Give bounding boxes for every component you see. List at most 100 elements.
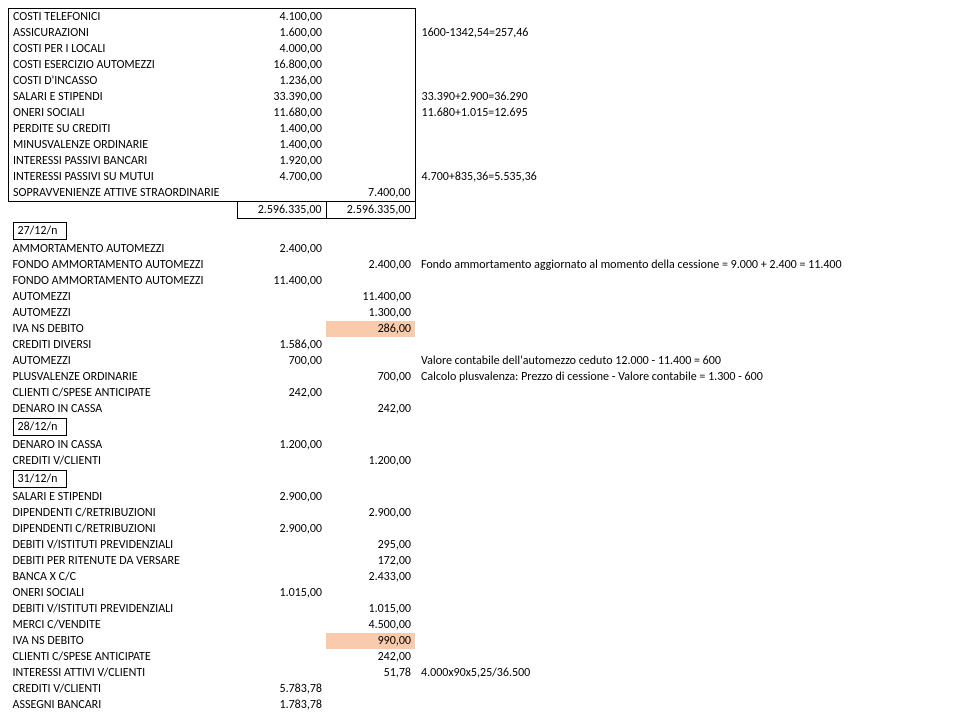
ledger-note (415, 241, 952, 257)
ledger-amount-credit: 51,78 (326, 665, 415, 681)
ledger-label: BANCA X C/C (9, 569, 238, 585)
ledger-note (415, 585, 952, 601)
ledger-amount-credit: 1.015,00 (326, 601, 415, 617)
ledger-note (415, 633, 952, 649)
totals-credit: 2.596.335,00 (326, 202, 415, 219)
ledger-note (415, 73, 952, 89)
ledger-note (415, 601, 952, 617)
ledger-label: AMMORTAMENTO AUTOMEZZI (9, 241, 238, 257)
ledger-note (415, 505, 952, 521)
ledger-label: MINUSVALENZE ORDINARIE (9, 137, 238, 153)
ledger-amount-debit (237, 633, 326, 649)
ledger-amount-credit (326, 153, 415, 169)
ledger-amount-credit (326, 121, 415, 137)
ledger-amount-debit (237, 369, 326, 385)
ledger-note: 4.700+835,36=5.535,36 (415, 169, 952, 185)
ledger-label: AUTOMEZZI (9, 289, 238, 305)
ledger-amount-credit (326, 9, 415, 26)
ledger-amount-debit (237, 649, 326, 665)
ledger-amount-debit (237, 257, 326, 273)
ledger-note (415, 153, 952, 169)
ledger-label: DEBITI V/ISTITUTI PREVIDENZIALI (9, 537, 238, 553)
ledger-amount-credit: 2.433,00 (326, 569, 415, 585)
ledger-note (415, 521, 952, 537)
ledger-amount-credit: 7.400,00 (326, 185, 415, 202)
ledger-note (415, 437, 952, 453)
date-cell: 28/12/n (13, 418, 67, 436)
ledger-amount-credit (326, 337, 415, 353)
ledger-label: DIPENDENTI C/RETRIBUZIONI (9, 505, 238, 521)
ledger-amount-credit (326, 169, 415, 185)
ledger-amount-debit (237, 401, 326, 417)
ledger-label: PLUSVALENZE ORDINARIE (9, 369, 238, 385)
ledger-label: ASSICURAZIONI (9, 25, 238, 41)
ledger-label: ONERI SOCIALI (9, 105, 238, 121)
ledger-note (415, 321, 952, 337)
ledger-label: AUTOMEZZI (9, 305, 238, 321)
ledger-note: Calcolo plusvalenza: Prezzo di cessione … (415, 369, 952, 385)
ledger-note (415, 305, 952, 321)
ledger-note (415, 41, 952, 57)
ledger-label: COSTI D'INCASSO (9, 73, 238, 89)
ledger-note (415, 489, 952, 505)
ledger-label: ONERI SOCIALI (9, 585, 238, 601)
ledger-note (415, 9, 952, 26)
ledger-amount-debit (237, 665, 326, 681)
ledger-note (415, 57, 952, 73)
ledger-amount-debit: 11.680,00 (237, 105, 326, 121)
ledger-amount-credit: 4.500,00 (326, 617, 415, 633)
ledger-label: INTERESSI PASSIVI SU MUTUI (9, 169, 238, 185)
ledger-amount-debit: 2.400,00 (237, 241, 326, 257)
date-cell: 31/12/n (13, 470, 67, 488)
ledger-note (415, 289, 952, 305)
ledger-label: INTERESSI PASSIVI BANCARI (9, 153, 238, 169)
ledger-amount-credit: 1.200,00 (326, 453, 415, 469)
ledger-note (415, 681, 952, 697)
ledger-amount-credit (326, 73, 415, 89)
ledger-amount-debit: 4.100,00 (237, 9, 326, 26)
ledger-label: INTERESSI ATTIVI V/CLIENTI (9, 665, 238, 681)
ledger-note (415, 273, 952, 289)
ledger-note (415, 121, 952, 137)
ledger-amount-debit: 4.700,00 (237, 169, 326, 185)
ledger-label: CREDITI V/CLIENTI (9, 453, 238, 469)
ledger-amount-debit (237, 617, 326, 633)
ledger-note (415, 553, 952, 569)
ledger-label: ASSEGNI BANCARI (9, 697, 238, 713)
ledger-note (415, 537, 952, 553)
ledger-note: 4.000x90x5,25/36.500 (415, 665, 952, 681)
ledger-amount-debit: 5.783,78 (237, 681, 326, 697)
ledger-amount-credit (326, 489, 415, 505)
ledger-label: FONDO AMMORTAMENTO AUTOMEZZI (9, 257, 238, 273)
ledger-note (415, 453, 952, 469)
ledger-label: CREDITI V/CLIENTI (9, 681, 238, 697)
ledger-amount-credit: 295,00 (326, 537, 415, 553)
ledger-amount-debit (237, 453, 326, 469)
ledger-amount-debit: 1.920,00 (237, 153, 326, 169)
ledger-amount-credit: 700,00 (326, 369, 415, 385)
ledger-amount-credit (326, 89, 415, 105)
ledger-amount-debit: 1.400,00 (237, 121, 326, 137)
ledger-note (415, 137, 952, 153)
ledger-note (415, 385, 952, 401)
ledger-amount-debit (237, 505, 326, 521)
ledger-amount-credit: 242,00 (326, 649, 415, 665)
ledger-amount-debit: 2.900,00 (237, 521, 326, 537)
ledger-table: COSTI TELEFONICI4.100,00ASSICURAZIONI1.6… (8, 8, 952, 713)
ledger-amount-debit: 2.900,00 (237, 489, 326, 505)
ledger-amount-debit (237, 321, 326, 337)
ledger-amount-credit (326, 57, 415, 73)
ledger-label: CLIENTI C/SPESE ANTICIPATE (9, 649, 238, 665)
ledger-note: 11.680+1.015=12.695 (415, 105, 952, 121)
ledger-label: PERDITE SU CREDITI (9, 121, 238, 137)
ledger-label: COSTI PER I LOCALI (9, 41, 238, 57)
ledger-label: AUTOMEZZI (9, 353, 238, 369)
ledger-amount-credit: 990,00 (326, 633, 415, 649)
ledger-amount-credit (326, 41, 415, 57)
ledger-label: SALARI E STIPENDI (9, 89, 238, 105)
ledger-amount-credit (326, 241, 415, 257)
ledger-amount-debit (237, 601, 326, 617)
ledger-amount-debit: 16.800,00 (237, 57, 326, 73)
ledger-note (415, 185, 952, 202)
ledger-note: 1600-1342,54=257,46 (415, 25, 952, 41)
